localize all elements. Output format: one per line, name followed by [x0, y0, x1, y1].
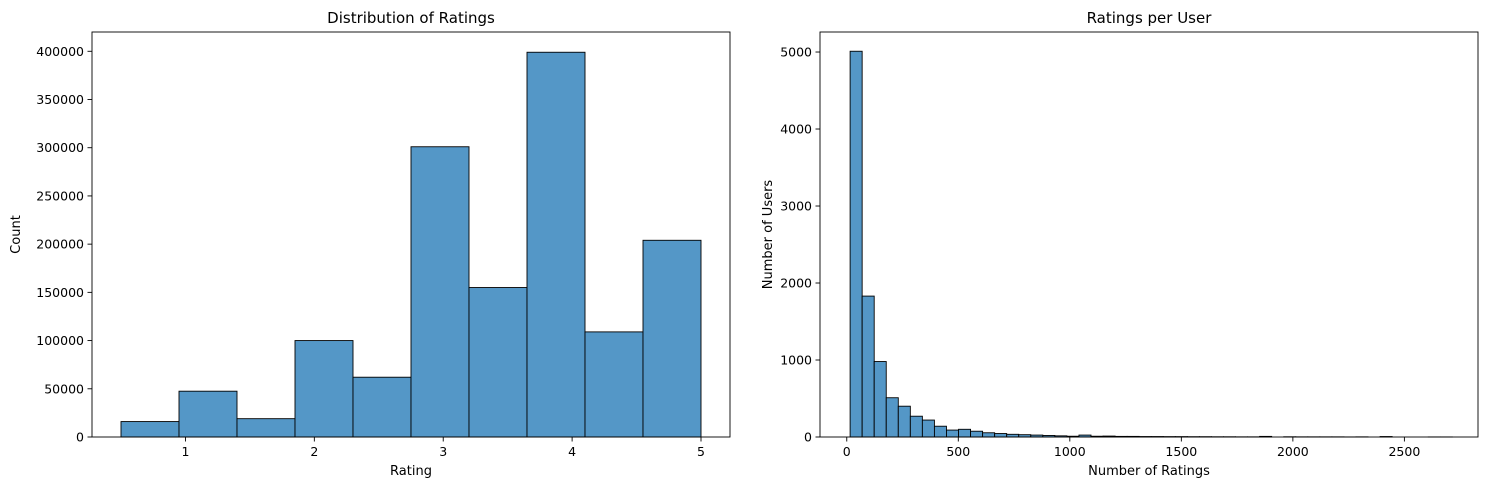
- ratings-per-user-bar: [946, 430, 958, 437]
- ratings-per-user-x-tick-label: 0: [843, 444, 851, 459]
- ratings-per-user-y-axis-label: Number of Users: [761, 180, 776, 290]
- ratings-per-user-bar: [874, 362, 886, 437]
- ratings-bar: [527, 52, 585, 437]
- ratings-y-tick-label: 200000: [36, 237, 84, 252]
- ratings-y-tick-label: 250000: [36, 188, 84, 203]
- ratings-bar: [585, 332, 643, 437]
- ratings-y-tick-label: 400000: [36, 44, 84, 59]
- ratings-per-user-bar: [971, 431, 983, 437]
- ratings-per-user-y-tick-label: 5000: [780, 45, 812, 60]
- ratings-bar: [237, 419, 295, 437]
- ratings-y-axis-label: Count: [9, 215, 24, 254]
- ratings-per-user-bar: [898, 406, 910, 437]
- ratings-bar: [295, 341, 353, 437]
- ratings-x-tick-label: 3: [439, 444, 447, 459]
- ratings-y-tick-label: 150000: [36, 285, 84, 300]
- ratings-per-user-y-tick-label: 1000: [780, 353, 812, 368]
- ratings-per-user-x-tick-label: 2000: [1277, 444, 1309, 459]
- ratings-per-user-bar: [862, 296, 874, 437]
- ratings-x-tick-label: 2: [310, 444, 318, 459]
- ratings-bar: [469, 288, 527, 437]
- ratings-per-user-x-tick-label: 500: [946, 444, 970, 459]
- ratings-bar: [179, 391, 237, 437]
- ratings-per-user-bar: [922, 420, 934, 437]
- ratings-x-tick-label: 1: [181, 444, 189, 459]
- ratings-per-user-bar: [995, 434, 1007, 437]
- ratings-per-user-bar: [886, 398, 898, 437]
- ratings-chart-title: Distribution of Ratings: [327, 9, 495, 27]
- ratings-per-user-y-tick-label: 2000: [780, 276, 812, 291]
- ratings-bar: [353, 377, 411, 437]
- ratings-per-user-y-tick-label: 3000: [780, 199, 812, 214]
- ratings-per-user-x-tick-label: 2500: [1388, 444, 1420, 459]
- ratings-per-user-y-tick-label: 0: [804, 430, 812, 445]
- ratings-y-tick-label: 300000: [36, 140, 84, 155]
- ratings-per-user-bar: [983, 433, 995, 437]
- ratings-x-tick-label: 4: [568, 444, 576, 459]
- ratings-y-tick-label: 50000: [44, 381, 84, 396]
- ratings-per-user-x-tick-label: 1000: [1054, 444, 1086, 459]
- ratings-per-user-x-axis-label: Number of Ratings: [1088, 464, 1210, 479]
- ratings-x-axis-label: Rating: [390, 464, 432, 479]
- ratings-bar: [411, 147, 469, 437]
- ratings-per-user-bar: [850, 51, 862, 437]
- ratings-per-user-bar: [959, 429, 971, 437]
- ratings-y-tick-label: 0: [76, 430, 84, 445]
- ratings-per-user-x-tick-label: 1500: [1165, 444, 1197, 459]
- ratings-per-user-bar: [910, 416, 922, 437]
- ratings-y-tick-label: 350000: [36, 92, 84, 107]
- ratings-bar: [643, 240, 701, 437]
- ratings-x-tick-label: 5: [697, 444, 705, 459]
- ratings-per-user-y-tick-label: 4000: [780, 122, 812, 137]
- ratings-per-user-bar: [934, 426, 946, 437]
- ratings-per-user-chart-title: Ratings per User: [1087, 9, 1213, 27]
- ratings-y-tick-label: 100000: [36, 333, 84, 348]
- ratings-y-ticks: 0 50000 100000 150000 200000 250000 300000 3500…: [36, 44, 92, 445]
- ratings-bar: [121, 422, 179, 437]
